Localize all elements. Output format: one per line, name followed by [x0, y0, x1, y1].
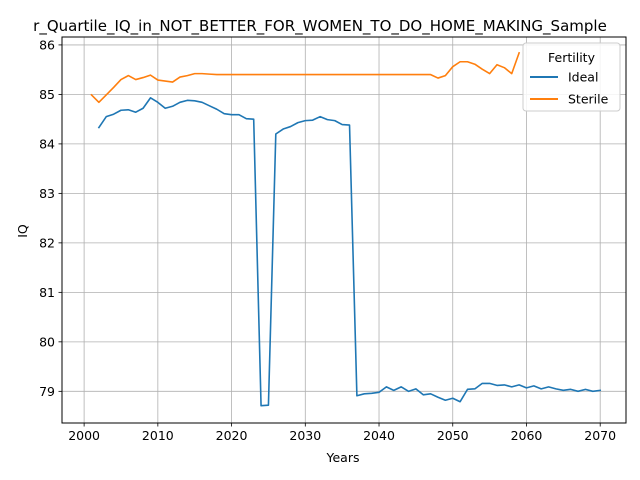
legend-title: Fertility: [548, 50, 596, 65]
legend-box: [522, 42, 621, 112]
y-tick-label: 80: [39, 334, 55, 349]
series-lines: [90, 51, 602, 407]
series-line-ideal: [97, 97, 602, 407]
legend-label-ideal: Ideal: [568, 70, 598, 85]
x-tick-label: 2050: [437, 428, 469, 443]
legend-label-sterile: Sterile: [568, 92, 609, 107]
x-axis-label: Years: [326, 450, 360, 465]
legend: Fertility Ideal Sterile: [522, 42, 621, 112]
y-tick-label: 84: [39, 136, 55, 151]
x-tick-label: 2060: [511, 428, 543, 443]
y-axis-label: IQ: [15, 224, 30, 238]
x-tick-label: 2020: [216, 428, 248, 443]
y-tick-label: 79: [39, 384, 55, 399]
x-tick-label: 2030: [289, 428, 321, 443]
y-tick-label: 83: [39, 186, 55, 201]
x-tick-label: 2040: [363, 428, 395, 443]
series-line-sterile: [90, 51, 521, 104]
x-tick-label: 2010: [142, 428, 174, 443]
plot-frame: [61, 36, 627, 424]
x-tick-label: 2000: [68, 428, 100, 443]
y-tick-label: 81: [39, 285, 55, 300]
y-tick-label: 82: [39, 235, 55, 250]
y-tick-label: 85: [39, 87, 55, 102]
axis-ticks: 2000 2010 2020 2030 2040 2050 2060 2070 79 80 81 82…: [39, 37, 616, 443]
x-tick-label: 2070: [584, 428, 616, 443]
y-tick-label: 86: [39, 37, 55, 52]
chart-title: r_Quartile_IQ_in_NOT_BETTER_FOR_WOMEN_TO…: [33, 17, 607, 36]
